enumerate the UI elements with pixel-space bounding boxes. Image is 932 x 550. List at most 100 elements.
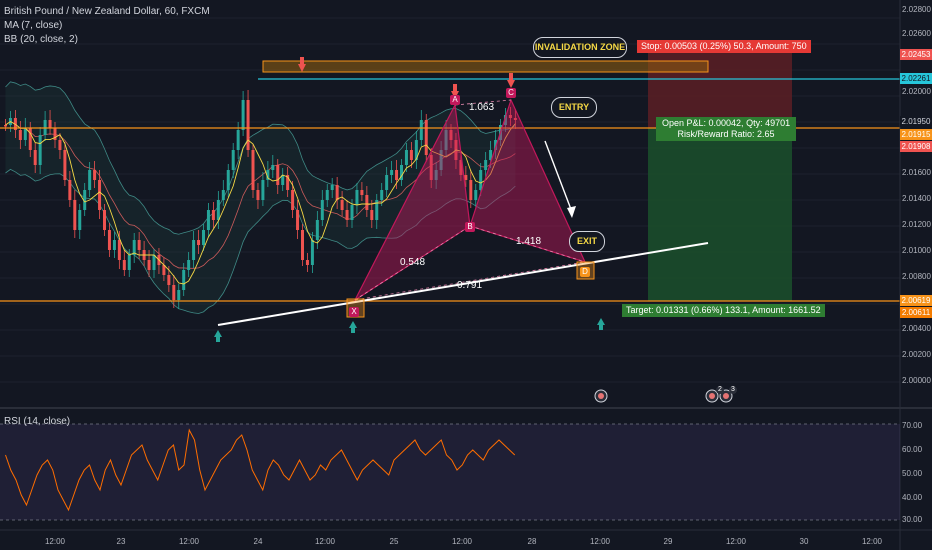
candle-body	[330, 185, 334, 190]
low-price-tag: 2.00611	[900, 307, 932, 318]
exit-callout[interactable]: EXIT	[569, 231, 605, 252]
candle-body	[103, 210, 106, 230]
candle-body	[211, 210, 215, 220]
candle-body	[187, 260, 191, 270]
candle-body	[23, 128, 27, 140]
stop-price-tag: 2.02453	[900, 49, 932, 60]
candle-body	[296, 210, 300, 230]
down-arrow-stem	[453, 84, 457, 92]
down-arrow-icon	[298, 64, 306, 72]
candle-body	[132, 240, 136, 255]
bollinger-band-fill	[5, 81, 516, 314]
rsi-axis-label: 30.00	[902, 515, 923, 524]
candle-body	[449, 130, 453, 140]
candle-body	[489, 150, 493, 160]
take-profit-zone[interactable]	[648, 128, 792, 301]
candle-body	[28, 128, 32, 150]
candle-body	[419, 120, 423, 140]
moving-average-line	[5, 120, 516, 285]
candle-body	[464, 175, 468, 180]
candle-body	[508, 115, 512, 118]
bollinger-lower-band	[5, 168, 516, 314]
down-arrow-stem	[300, 57, 304, 65]
risk-reward-text: Risk/Reward Ratio: 2.65	[677, 129, 775, 139]
ratio-label: 0.791	[457, 280, 483, 291]
rsi-legend[interactable]: RSI (14, close)	[4, 416, 71, 427]
candle-body	[365, 195, 369, 210]
up-arrow-icon	[349, 321, 357, 328]
down-arrow-icon	[507, 80, 515, 88]
stop-info-box[interactable]: Stop: 0.00503 (0.25%) 50.3, Amount: 750	[637, 40, 811, 53]
invalidation-zone-box[interactable]	[262, 60, 709, 73]
candle-body	[78, 210, 82, 230]
candle-body	[320, 200, 324, 220]
time-axis-label: 28	[527, 537, 537, 546]
time-axis-label: 25	[389, 537, 399, 546]
candle-body	[474, 190, 478, 200]
current-price-tag: 2.01950	[900, 116, 932, 127]
cyan-line-price-tag: 2.02261	[900, 73, 932, 84]
candle-body	[137, 240, 141, 250]
trade-direction-arrow	[544, 140, 573, 213]
ma-legend[interactable]: MA (7, close)	[4, 20, 63, 31]
time-axis-label: 12:00	[861, 537, 883, 546]
candle-body	[276, 165, 280, 185]
entry-callout[interactable]: ENTRY	[551, 97, 597, 118]
grid-lines	[0, 17, 900, 383]
candle-body	[177, 290, 181, 300]
candle-body	[246, 100, 250, 150]
invalidation-zone-callout[interactable]: INVALIDATION ZONE	[533, 37, 627, 58]
target-info-box[interactable]: Target: 0.01331 (0.66%) 133.1, Amount: 1…	[622, 304, 825, 317]
price-axis-label: 2.01000	[902, 246, 931, 255]
candle-body	[400, 165, 403, 180]
symbol-title[interactable]: British Pound / New Zealand Dollar, 60, …	[4, 6, 210, 17]
time-axis-label: 24	[253, 537, 263, 546]
candle-body	[112, 240, 116, 250]
candle-body	[484, 160, 488, 170]
event-count-badge: 3	[729, 386, 737, 394]
candle-body	[122, 260, 126, 270]
ratio-label: 1.063	[469, 102, 495, 113]
candle-body	[414, 140, 418, 160]
candle-body	[38, 135, 42, 165]
point-c-label: C	[506, 88, 516, 98]
candle-body	[192, 240, 196, 260]
bb-legend[interactable]: BB (20, close, 2)	[4, 34, 78, 45]
candle-body	[375, 200, 379, 220]
candle-body	[434, 170, 438, 180]
candle-body	[68, 180, 72, 200]
rsi-band-background	[0, 424, 900, 520]
candle-body	[172, 285, 176, 300]
candle-body	[221, 190, 225, 200]
candle-body	[93, 170, 97, 180]
point-d-label: D	[580, 267, 590, 277]
candle-body	[281, 175, 285, 185]
time-axis-label: 12:00	[451, 537, 473, 546]
candle-body	[340, 200, 344, 210]
uptrend-line[interactable]	[217, 242, 709, 326]
candle-body	[236, 130, 240, 150]
point-x-label: X	[349, 307, 359, 317]
candle-body	[33, 150, 37, 165]
up-arrow-stem	[216, 336, 220, 342]
price-axis-label: 2.00000	[902, 376, 931, 385]
candle-body	[127, 255, 131, 270]
event-flag-icon	[598, 393, 604, 399]
candle-body	[251, 150, 255, 190]
target-price-tag: 2.00619	[900, 295, 932, 306]
candle-body	[325, 190, 329, 200]
time-axis-label: 29	[663, 537, 673, 546]
candle-body	[63, 150, 67, 180]
time-axis-label: 12:00	[725, 537, 747, 546]
up-arrow-stem	[599, 324, 603, 330]
candle-body	[206, 210, 210, 230]
price-axis-label: 2.00200	[902, 350, 931, 359]
candle-body	[335, 185, 339, 200]
point-b-label: B	[465, 222, 475, 232]
open-pnl-box[interactable]: Open P&L: 0.00042, Qty: 49701 Risk/Rewar…	[656, 117, 797, 141]
candle-body	[261, 180, 265, 200]
candle-body	[439, 150, 443, 170]
candle-body	[58, 140, 62, 150]
stop-loss-zone[interactable]	[648, 44, 792, 128]
